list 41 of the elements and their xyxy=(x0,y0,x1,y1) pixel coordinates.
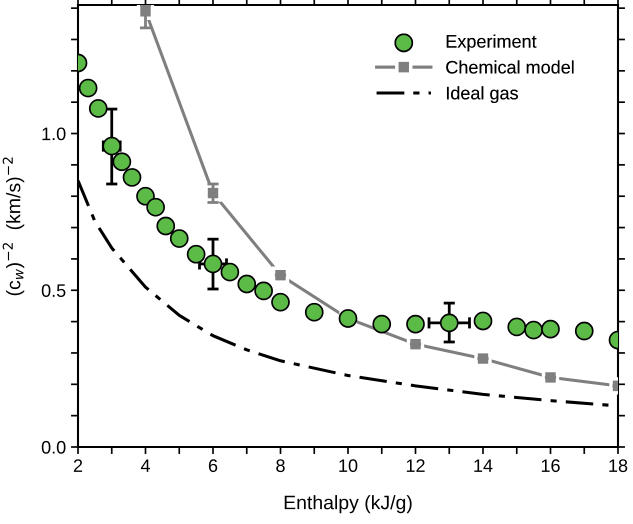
legend-label: Experiment xyxy=(446,34,536,52)
y-tick-label: 0.5 xyxy=(42,284,66,297)
x-tick-label: 18 xyxy=(609,459,628,472)
point xyxy=(237,274,256,294)
point xyxy=(474,312,492,330)
point xyxy=(156,216,176,236)
point xyxy=(507,318,526,336)
point xyxy=(186,244,206,264)
x-tick-label: 2 xyxy=(74,459,82,472)
x-tick-label: 14 xyxy=(474,459,493,472)
point xyxy=(304,302,324,322)
y-tick-label: 1.0 xyxy=(42,127,66,140)
point xyxy=(271,292,290,312)
x-axis-title: Enthalpy (kJ/g) xyxy=(284,495,412,514)
point xyxy=(78,78,98,98)
y-axis-title: (c$_{w}$)$^{−2}$ (km/s)$^{−2}$ xyxy=(2,157,24,296)
point xyxy=(136,186,155,206)
point xyxy=(574,322,594,340)
point xyxy=(524,320,543,340)
x-tick-label: 4 xyxy=(140,459,150,472)
point xyxy=(406,314,425,334)
point xyxy=(372,314,392,334)
x-tick-label: 8 xyxy=(276,459,285,472)
point xyxy=(112,152,132,172)
point xyxy=(122,168,142,187)
legend-label: Chemical model xyxy=(446,60,574,74)
x-tick-label: 16 xyxy=(542,459,560,472)
point xyxy=(204,254,222,274)
point xyxy=(254,282,273,300)
point xyxy=(220,262,240,282)
point xyxy=(440,314,459,332)
point xyxy=(272,266,290,284)
point xyxy=(541,320,560,338)
y-tick-label: 0.0 xyxy=(42,440,66,454)
x-tick-label: 10 xyxy=(339,459,358,472)
x-tick-label: 12 xyxy=(406,459,425,472)
point xyxy=(146,198,165,217)
point xyxy=(170,229,189,248)
legend-label: Ideal gas xyxy=(446,86,518,104)
point xyxy=(88,99,108,118)
x-tick-label: 6 xyxy=(208,459,218,472)
